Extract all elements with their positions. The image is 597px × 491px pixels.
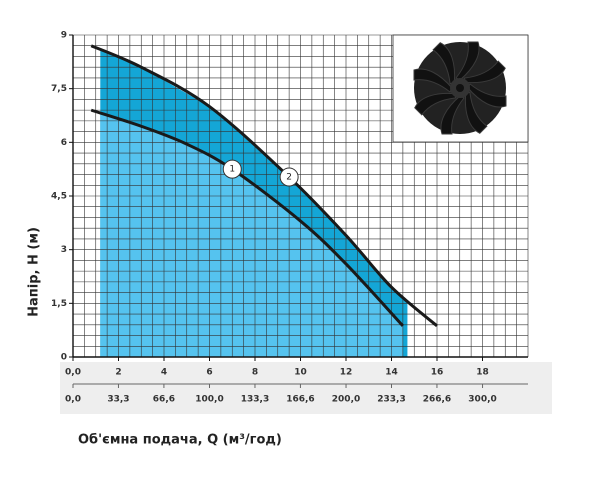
x2-tick-label: 300,0 bbox=[468, 395, 496, 405]
x-tick-label: 12 bbox=[340, 368, 353, 378]
y-tick-label: 6 bbox=[61, 138, 67, 148]
x-tick-label: 0,0 bbox=[65, 368, 81, 378]
x2-tick-label: 100,0 bbox=[195, 395, 223, 405]
x-tick-label: 8 bbox=[252, 368, 258, 378]
y-tick-label: 7,5 bbox=[51, 84, 67, 94]
second-axis-strip bbox=[60, 362, 552, 414]
curve-label-circle bbox=[279, 167, 299, 187]
x-axis-label: Об'ємна подача, Q (м³/год) bbox=[78, 433, 282, 448]
x2-tick-label: 133,3 bbox=[241, 395, 269, 405]
y-axis-label: Напір, Н (м) bbox=[27, 227, 42, 317]
x-tick-label: 2 bbox=[115, 368, 121, 378]
x-tick-label: 18 bbox=[476, 368, 489, 378]
area-fill bbox=[100, 113, 403, 357]
x2-tick-label: 33,3 bbox=[107, 395, 129, 405]
y-tick-label: 3 bbox=[61, 245, 67, 255]
x-tick-label: 14 bbox=[385, 368, 398, 378]
x-tick-label: 10 bbox=[294, 368, 307, 378]
curve-label: 2 bbox=[286, 173, 292, 183]
y-tick-label: 0 bbox=[61, 353, 67, 363]
x-tick-label: 6 bbox=[206, 368, 212, 378]
x2-tick-label: 166,6 bbox=[286, 395, 314, 405]
curve-label: 1 bbox=[229, 165, 235, 175]
x-tick-label: 4 bbox=[161, 368, 167, 378]
x2-tick-label: 266,6 bbox=[423, 395, 451, 405]
y-tick-label: 9 bbox=[61, 31, 67, 41]
x2-tick-label: 233,3 bbox=[377, 395, 405, 405]
x2-tick-label: 200,0 bbox=[332, 395, 360, 405]
y-tick-label: 4,5 bbox=[51, 192, 67, 202]
curve-label-circle bbox=[222, 159, 242, 179]
x2-tick-label: 0,0 bbox=[65, 395, 81, 405]
fills bbox=[100, 49, 408, 357]
x2-tick-label: 66,6 bbox=[153, 395, 175, 405]
y-tick-label: 1,5 bbox=[51, 299, 67, 309]
impeller-photo bbox=[392, 34, 529, 143]
x-tick-label: 16 bbox=[431, 368, 444, 378]
